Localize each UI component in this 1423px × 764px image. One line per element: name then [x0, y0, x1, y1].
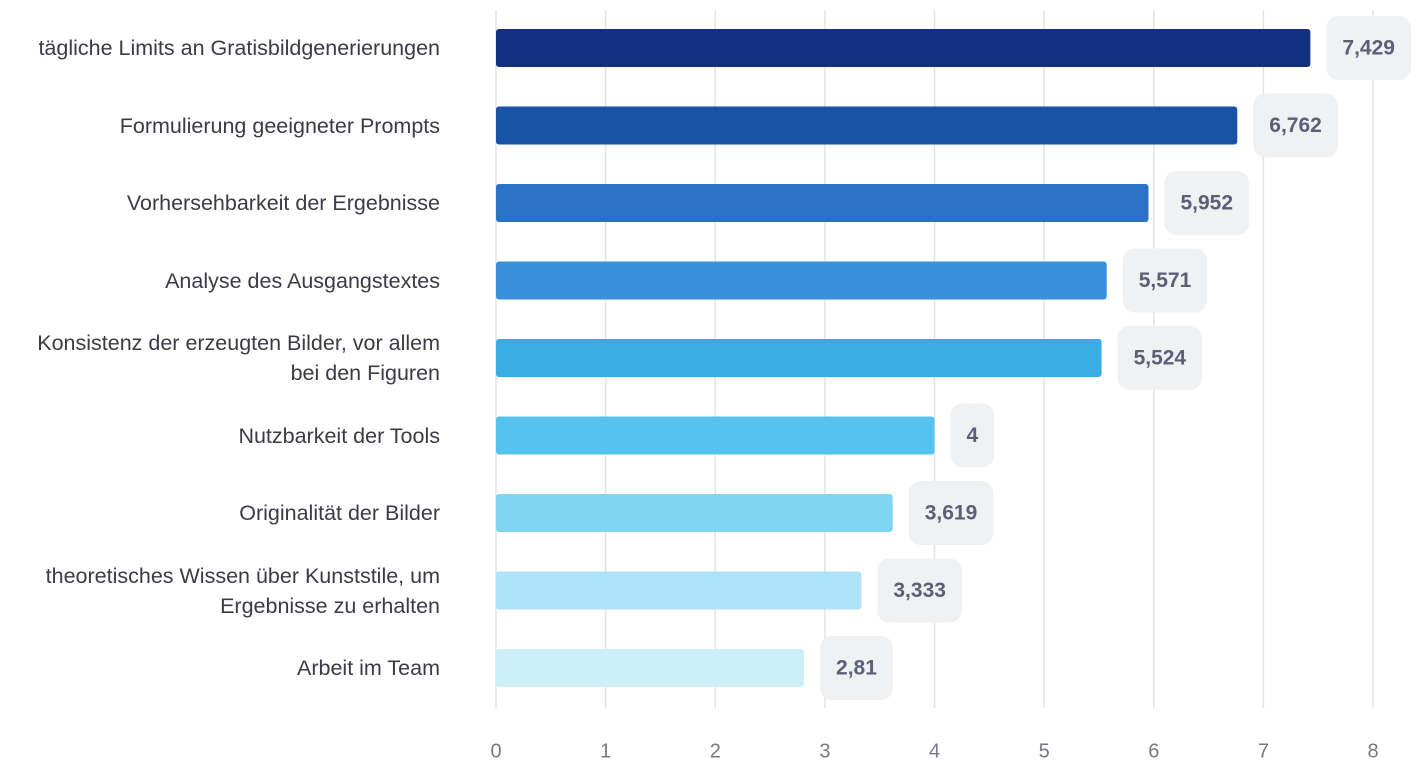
x-tick-label: 6	[1148, 740, 1159, 762]
bar	[496, 184, 1149, 222]
bar	[496, 416, 935, 455]
x-tick-label: 8	[1367, 740, 1378, 762]
value-badge: 5,571	[1122, 248, 1208, 313]
value-badge-bg	[1326, 16, 1411, 80]
value-badge: 2,81	[820, 636, 893, 700]
category-label: Originalität der Bilder	[239, 501, 440, 525]
category-label: tägliche Limits an Gratisbildgenerierung…	[38, 36, 440, 60]
value-badge: 5,524	[1117, 326, 1203, 390]
x-tick-label: 2	[710, 740, 721, 762]
value-label: 5,571	[1139, 269, 1192, 292]
value-label: 3,619	[925, 502, 978, 525]
value-badge-bg	[1164, 171, 1250, 235]
value-label: 5,952	[1180, 192, 1233, 215]
value-badge-bg	[950, 403, 995, 468]
value-badge-bg	[908, 481, 994, 545]
category-label: Nutzbarkeit der Tools	[238, 423, 440, 448]
value-badge-bg	[877, 558, 962, 623]
bar	[496, 29, 1311, 67]
bar	[496, 261, 1107, 300]
bar	[496, 571, 862, 610]
value-badge-bg	[820, 636, 893, 700]
bar	[496, 649, 805, 687]
value-badge: 7,429	[1326, 16, 1411, 80]
value-badge: 3,333	[877, 558, 962, 623]
value-label: 7,429	[1342, 37, 1395, 60]
bar	[496, 339, 1102, 377]
category-label: Analyse des Ausgangstextes	[165, 268, 440, 293]
category-label: Konsistenz der erzeugten Bilder, vor all…	[37, 331, 440, 385]
x-tick-label: 4	[929, 740, 940, 762]
value-badge-bg	[1253, 93, 1338, 158]
x-tick-label: 3	[819, 740, 830, 762]
x-tick-label: 1	[600, 740, 611, 762]
value-badge: 4	[950, 403, 995, 468]
category-label: Arbeit im Team	[297, 656, 440, 680]
value-badge: 6,762	[1253, 93, 1338, 158]
x-tick-label: 0	[490, 740, 501, 762]
value-label: 4	[967, 424, 979, 447]
value-label: 5,524	[1134, 347, 1187, 370]
value-badge-bg	[1122, 248, 1208, 313]
value-badge: 5,952	[1164, 171, 1250, 235]
category-label: Vorhersehbarkeit der Ergebnisse	[126, 191, 440, 215]
bar	[496, 106, 1238, 145]
value-label: 2,81	[836, 657, 877, 680]
x-tick-label: 5	[1039, 740, 1050, 762]
x-tick-label: 7	[1258, 740, 1269, 762]
value-label: 6,762	[1269, 114, 1322, 137]
category-label: theoretisches Wissen über Kunststile, um…	[45, 563, 440, 618]
bar	[496, 494, 893, 532]
value-label: 3,333	[893, 579, 946, 602]
value-badge-bg	[1117, 326, 1203, 390]
category-label: Formulierung geeigneter Prompts	[119, 113, 440, 138]
value-badge: 3,619	[908, 481, 994, 545]
